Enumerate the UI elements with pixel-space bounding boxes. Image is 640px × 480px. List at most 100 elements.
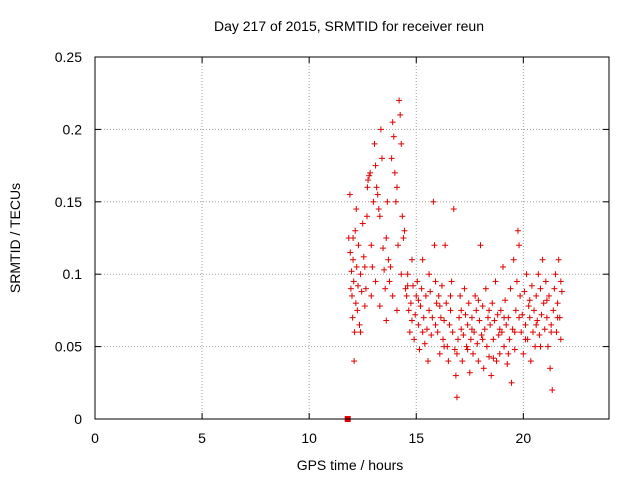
axis-ticks: 0 0.05 0.1 0.15 0.2 0.25 0 5 10 15 20 [55,49,609,446]
data-point [413,292,420,299]
data-point [511,329,518,336]
data-point [468,314,475,321]
data-point [415,321,422,328]
data-point [540,300,547,307]
data-point [511,346,518,353]
data-point [494,311,501,318]
data-point [475,297,482,304]
data-point [447,292,454,299]
data-point [384,198,391,205]
data-point [526,314,533,321]
data-point [347,285,354,292]
data-point [503,321,510,328]
data-point [555,256,562,263]
data-point [348,268,355,275]
data-point [441,317,448,324]
data-point [354,307,361,314]
data-point [491,317,498,324]
data-point [388,155,395,162]
data-point [480,365,487,372]
data-point [549,387,556,394]
data-point [450,206,457,213]
data-point [522,336,529,343]
data-point [451,346,458,353]
data-point [446,321,453,328]
y-tick-label: 0 [74,411,82,427]
data-point [346,191,353,198]
data-point [378,155,385,162]
data-point [435,292,442,299]
data-point [414,278,421,285]
data-point [362,285,369,292]
data-point [445,358,452,365]
data-point [370,198,377,205]
data-point [462,311,469,318]
plot-frame [94,56,610,420]
data-point [387,263,394,270]
data-point [548,329,555,336]
data-point [464,321,471,328]
y-tick-label: 0.15 [55,194,82,210]
data-point [353,263,360,270]
data-point [386,278,393,285]
data-point [383,317,390,324]
data-point [385,256,392,263]
data-point [361,303,368,310]
data-point [554,300,561,307]
data-point [351,358,358,365]
data-point [447,307,454,314]
data-point [518,329,525,336]
data-point [427,288,434,295]
data-point [401,227,408,234]
data-point [537,343,544,350]
data-point [350,256,357,263]
data-point [403,292,410,299]
data-point [399,213,406,220]
data-point [550,307,557,314]
data-point [398,271,405,278]
data-point [425,358,432,365]
data-point [389,119,396,126]
data-point [487,321,494,328]
data-point [416,346,423,353]
data-point [452,372,459,379]
data-point [361,263,368,270]
data-point [397,111,404,118]
data-point [374,191,381,198]
data-point [523,271,530,278]
data-point [502,297,509,304]
data-point [448,278,455,285]
data-point [404,271,411,278]
data-point [420,314,427,321]
data-point [368,242,375,249]
data-point [464,346,471,353]
data-point [496,350,503,357]
data-point [352,300,359,307]
data-point [347,249,354,256]
data-point [521,288,528,295]
data-point [426,307,433,314]
data-point [492,278,499,285]
data-point [544,343,551,350]
data-point [513,278,520,285]
data-point [436,350,443,357]
data-point [349,292,355,299]
data-point [398,140,405,147]
data-point [428,332,435,339]
data-point [533,292,540,299]
data-point [377,126,384,133]
data-point [357,329,364,336]
data-point [476,317,483,324]
y-tick-label: 0.1 [63,266,83,282]
data-point [477,242,484,249]
data-point [510,256,517,263]
data-point [442,242,449,249]
data-point [354,282,361,289]
x-tick-label: 10 [301,430,317,446]
data-point [404,282,411,289]
data-point [411,336,418,343]
data-point [517,292,524,299]
x-tick-label: 5 [198,430,206,446]
data-point [490,355,497,362]
data-point [426,271,433,278]
